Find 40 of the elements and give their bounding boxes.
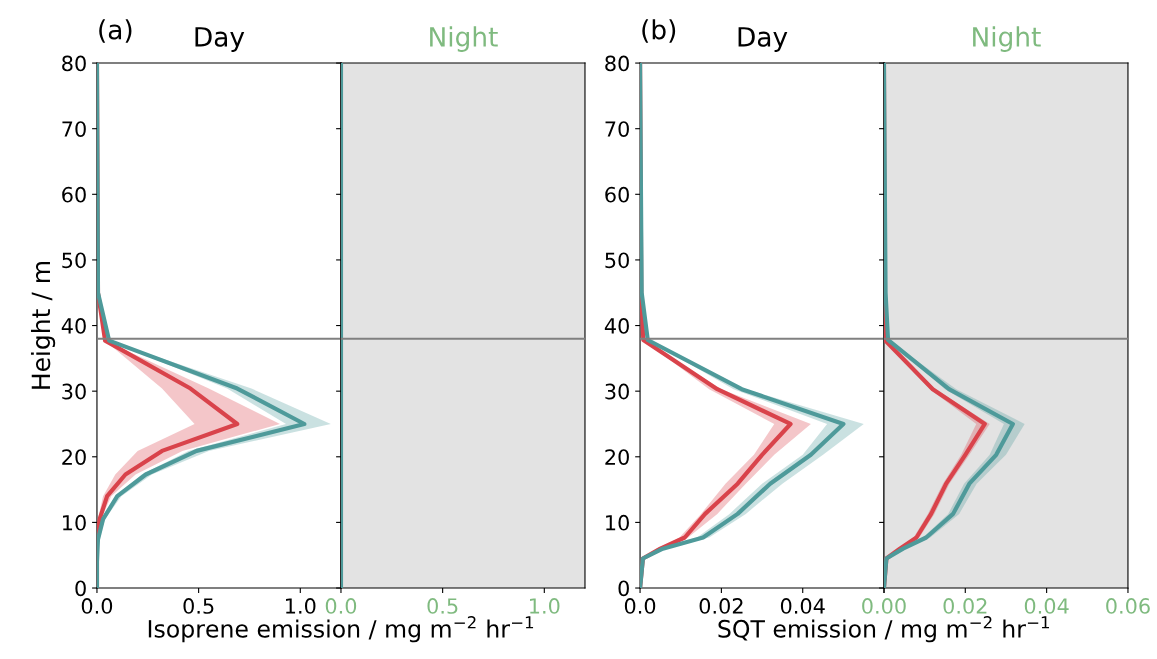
x-tick-label: 0.04 [780, 598, 825, 614]
y-tick-label: 20 [62, 449, 86, 465]
y-tick-label: 60 [605, 186, 629, 203]
x-tick-label: 0.0 [325, 598, 357, 614]
x-tick-label: 0.06 [1106, 598, 1150, 614]
y-tick-label: 30 [605, 383, 629, 400]
chart-title: Day [195, 27, 245, 52]
y-tick-label: 60 [62, 186, 86, 203]
x-tick-label: 0.02 [699, 598, 743, 614]
chart-title: Night [973, 26, 1041, 52]
text: (a) [99, 19, 132, 43]
x-tick-label: 0.5 [427, 598, 458, 614]
x-tick-label: 1.0 [286, 598, 316, 614]
y-tick-label: 50 [62, 252, 86, 269]
y-tick-label: 30 [62, 383, 86, 400]
x-tick-label: 0.04 [1024, 598, 1069, 614]
y-tick-label: 20 [605, 449, 629, 465]
y-tick-label: 50 [605, 252, 629, 269]
y-tick-label: 0 [75, 580, 86, 597]
chart-title: Day [738, 27, 788, 52]
y-tick-label: 40 [61, 318, 86, 334]
y-tick-label: 10 [63, 514, 86, 531]
text: (b) [642, 19, 676, 43]
y-axis-title: Height / m [30, 262, 56, 389]
y-tick-label: 70 [605, 121, 629, 137]
y-tick-label: 80 [605, 55, 629, 72]
y-tick-label: 0 [618, 580, 629, 597]
y-tick-label: 40 [604, 318, 629, 334]
y-tick-label: 70 [62, 121, 86, 137]
y-tick-label: 10 [606, 514, 629, 531]
x-tick-label: 0.0 [624, 598, 656, 614]
x-tick-label: 0.5 [183, 598, 214, 614]
y-tick-label: 80 [62, 55, 86, 72]
x-axis-title: Isoprene emission / mg m$^{−2}$ hr$^{−1}$ [148, 616, 534, 643]
chart-title: Night [430, 26, 498, 52]
x-tick-label: 1.0 [530, 598, 560, 614]
x-axis-title: SQT emission / mg m$^{−2}$ hr$^{−1}$ [718, 616, 1049, 643]
x-tick-label: 0.00 [862, 598, 906, 614]
x-tick-label: 0.02 [943, 598, 987, 614]
x-tick-label: 0.0 [81, 598, 113, 614]
